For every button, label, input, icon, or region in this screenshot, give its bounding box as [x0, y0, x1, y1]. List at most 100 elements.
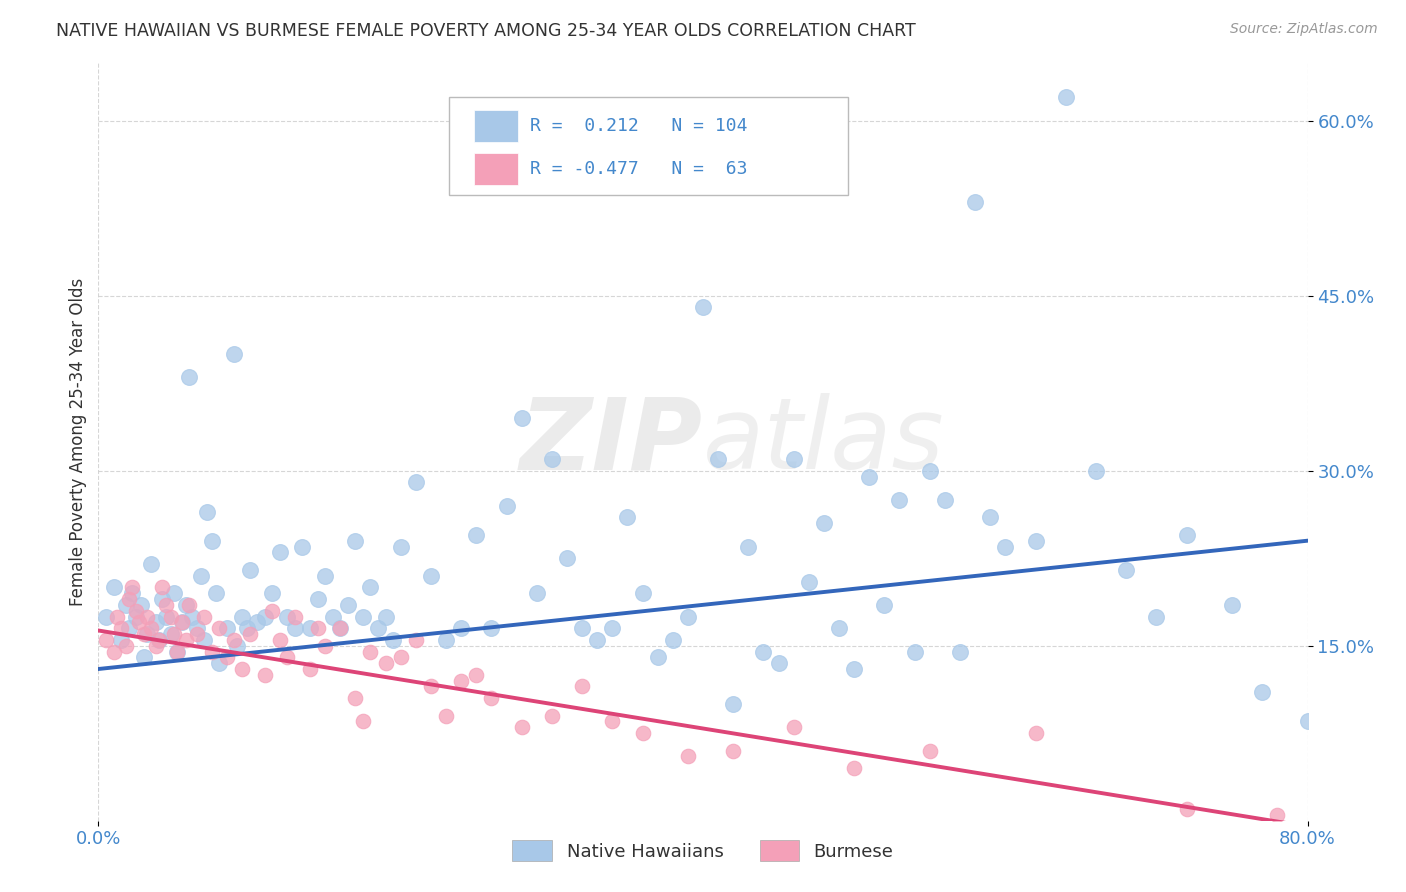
- Text: ZIP: ZIP: [520, 393, 703, 490]
- Point: [329, 621, 352, 635]
- Point: [360, 580, 382, 594]
- Text: atlas: atlas: [703, 393, 945, 490]
- Point: [121, 586, 143, 600]
- Point: [132, 627, 155, 641]
- Point: [1251, 685, 1274, 699]
- Point: [145, 615, 167, 630]
- Point: [253, 668, 276, 682]
- Point: [420, 680, 443, 694]
- Point: [510, 411, 533, 425]
- Legend: Native Hawaiians, Burmese: Native Hawaiians, Burmese: [505, 833, 901, 869]
- Point: [481, 691, 503, 706]
- Point: [170, 615, 193, 630]
- Point: [737, 540, 759, 554]
- Point: [602, 621, 624, 635]
- Point: [174, 598, 197, 612]
- Point: [495, 499, 517, 513]
- Point: [858, 469, 880, 483]
- Point: [828, 621, 851, 635]
- Point: [239, 563, 262, 577]
- Point: [420, 568, 443, 582]
- Point: [768, 656, 790, 670]
- Point: [125, 609, 148, 624]
- FancyBboxPatch shape: [474, 110, 517, 142]
- Point: [1115, 563, 1137, 577]
- Point: [322, 609, 344, 624]
- Point: [262, 604, 284, 618]
- Point: [195, 504, 218, 518]
- Point: [135, 627, 157, 641]
- Point: [1085, 464, 1108, 478]
- Point: [450, 621, 472, 635]
- Point: [186, 627, 208, 641]
- Point: [844, 662, 866, 676]
- Text: R = -0.477   N =  63: R = -0.477 N = 63: [530, 160, 748, 178]
- Point: [193, 609, 215, 624]
- Point: [269, 632, 291, 647]
- Point: [434, 708, 457, 723]
- Point: [231, 609, 253, 624]
- Point: [661, 632, 683, 647]
- Point: [155, 609, 177, 624]
- Point: [949, 644, 972, 658]
- Point: [602, 714, 624, 729]
- Point: [692, 301, 714, 315]
- Point: [179, 598, 201, 612]
- Y-axis label: Female Poverty Among 25-34 Year Olds: Female Poverty Among 25-34 Year Olds: [69, 277, 87, 606]
- Point: [1296, 714, 1319, 729]
- Point: [450, 673, 472, 688]
- Point: [276, 609, 298, 624]
- Point: [616, 510, 638, 524]
- Point: [889, 492, 911, 507]
- Point: [405, 632, 427, 647]
- Point: [155, 598, 177, 612]
- Point: [160, 609, 183, 624]
- Point: [118, 592, 141, 607]
- Point: [208, 621, 231, 635]
- Point: [526, 586, 548, 600]
- Point: [150, 580, 173, 594]
- Point: [128, 615, 150, 630]
- Point: [352, 714, 374, 729]
- Point: [873, 598, 896, 612]
- Point: [382, 632, 405, 647]
- Text: R =  0.212   N = 104: R = 0.212 N = 104: [530, 117, 748, 135]
- Point: [253, 609, 276, 624]
- Point: [215, 650, 238, 665]
- Point: [344, 691, 367, 706]
- Point: [979, 510, 1001, 524]
- Point: [797, 574, 820, 589]
- Point: [360, 644, 382, 658]
- Point: [465, 668, 488, 682]
- Point: [174, 632, 197, 647]
- Point: [262, 586, 284, 600]
- Point: [246, 615, 269, 630]
- Point: [224, 347, 246, 361]
- Point: [110, 621, 132, 635]
- Point: [163, 586, 186, 600]
- Point: [647, 650, 669, 665]
- Point: [141, 557, 163, 571]
- Point: [166, 644, 188, 658]
- Point: [918, 464, 941, 478]
- Point: [783, 452, 806, 467]
- Point: [813, 516, 835, 531]
- Point: [344, 533, 367, 548]
- Point: [150, 592, 173, 607]
- Point: [314, 639, 336, 653]
- Point: [1144, 609, 1167, 624]
- FancyBboxPatch shape: [474, 153, 517, 185]
- Point: [186, 621, 208, 635]
- Point: [481, 621, 503, 635]
- Point: [129, 598, 152, 612]
- Point: [389, 650, 412, 665]
- Point: [965, 195, 987, 210]
- Point: [676, 749, 699, 764]
- Point: [193, 632, 215, 647]
- Point: [94, 609, 117, 624]
- Point: [329, 621, 352, 635]
- Point: [723, 697, 745, 711]
- Point: [752, 644, 775, 658]
- Point: [631, 726, 654, 740]
- Point: [1024, 726, 1046, 740]
